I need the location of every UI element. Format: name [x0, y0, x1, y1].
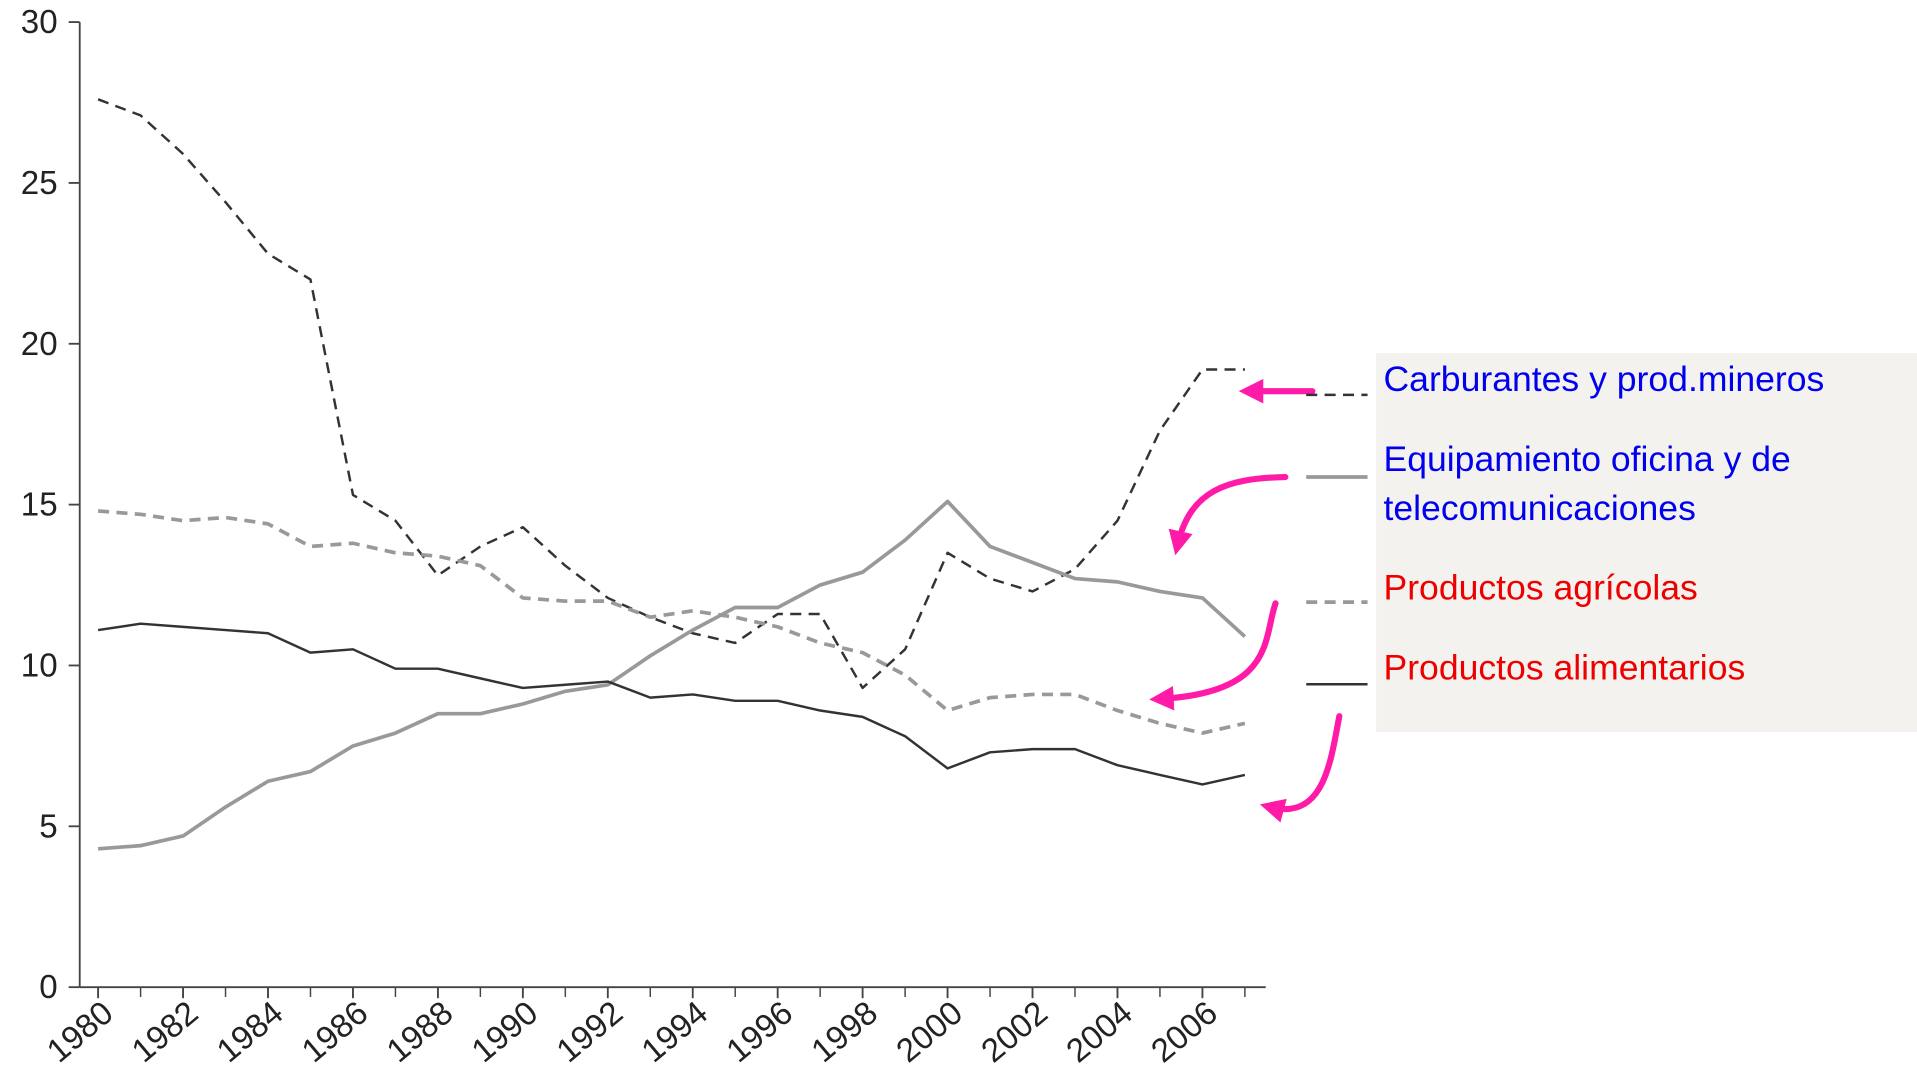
- x-tick-label: 1990: [465, 994, 545, 1070]
- arrow: [1149, 600, 1279, 711]
- x-tick-label: 1984: [210, 994, 290, 1070]
- x-tick-label: 1986: [295, 994, 375, 1070]
- legend-item: Equipamiento oficina y de telecomunicaci…: [1383, 440, 1791, 529]
- x-tick-label: 1998: [805, 994, 885, 1070]
- legend-box: [1376, 353, 1917, 733]
- y-tick-label: 10: [21, 648, 58, 685]
- y-tick-label: 20: [21, 326, 58, 363]
- legend-label: Equipamiento oficina y de telecomunicaci…: [1383, 440, 1791, 529]
- legend-item: Productos agrícolas: [1383, 568, 1698, 609]
- y-tick-label: 5: [39, 808, 57, 845]
- y-tick-label: 0: [39, 969, 57, 1006]
- legend-item: Productos alimentarios: [1383, 648, 1746, 688]
- x-tick-label: 2004: [1060, 994, 1140, 1070]
- arrow: [1168, 473, 1289, 556]
- x-tick-label: 1994: [635, 994, 715, 1070]
- x-tick-label: 2006: [1145, 994, 1225, 1070]
- x-tick-label: 1996: [720, 994, 800, 1070]
- y-tick-label: 15: [21, 487, 58, 524]
- legend-item: Carburantes y prod.mineros: [1383, 360, 1825, 400]
- legend-label: Productos alimentarios: [1383, 648, 1746, 688]
- x-tick-label: 2000: [890, 994, 970, 1070]
- series-line: [97, 622, 1246, 786]
- x-tick-label: 1982: [125, 994, 205, 1070]
- x-tick-label: 1988: [380, 994, 460, 1070]
- arrows: [1149, 378, 1343, 823]
- legend-label: Productos agrícolas: [1383, 568, 1698, 609]
- legend-label: Carburantes y prod.mineros: [1383, 360, 1825, 400]
- y-tick-label: 30: [21, 4, 58, 41]
- x-tick-label: 1992: [550, 994, 630, 1070]
- series-line: [97, 499, 1247, 851]
- arrow: [1259, 713, 1343, 823]
- series-line: [97, 98, 1245, 690]
- series-line: [97, 509, 1246, 735]
- x-tick-label: 2002: [975, 994, 1055, 1070]
- y-tick-label: 25: [21, 165, 58, 202]
